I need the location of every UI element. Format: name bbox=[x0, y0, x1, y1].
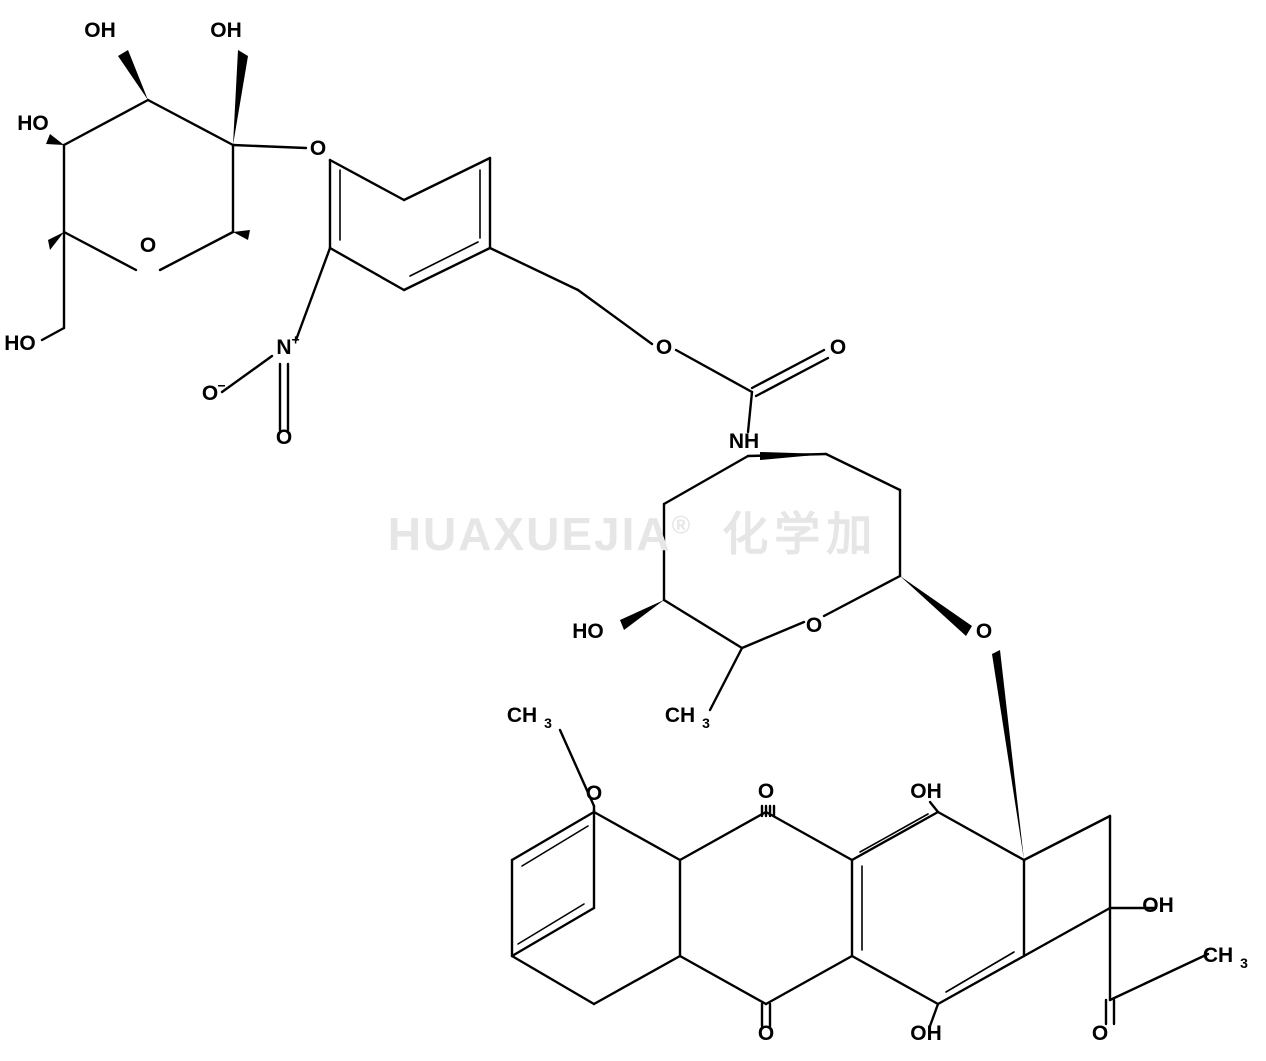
nitrophenyl-linker bbox=[222, 158, 828, 432]
atom-labels: HOOHOHHOOON+O−OOONHHOOCH3OCH3OOOHOOHOHOC… bbox=[4, 19, 1248, 1045]
atom-label-HO_dau: HO bbox=[572, 620, 604, 643]
atom-label-O_ester_l: O bbox=[656, 336, 672, 359]
atom-label-O_ring1: O bbox=[140, 234, 156, 257]
atom-label-O_q_top: O bbox=[758, 780, 774, 803]
atom-label-N_plus: N bbox=[276, 336, 291, 359]
atom-label-CH3_ac-sub: 3 bbox=[1240, 955, 1248, 971]
atom-label-OH_t1: OH bbox=[84, 19, 116, 42]
atom-label-O_link1: O bbox=[310, 137, 326, 160]
atom-label-O_ac: O bbox=[1092, 1022, 1108, 1045]
anthracycline-core bbox=[512, 650, 1208, 1026]
sugar-ring bbox=[42, 50, 306, 340]
molecule-diagram: HOOHOHHOOON+O−OOONHHOOCH3OCH3OOOHOOHOHOC… bbox=[0, 0, 1266, 1061]
atom-label-CH3_ome-sub: 3 bbox=[544, 715, 552, 731]
atom-label-CH3_dau-sub: 3 bbox=[702, 715, 710, 731]
atom-label-NH: NH bbox=[729, 430, 759, 453]
atom-label-CH3_dau: CH bbox=[665, 704, 695, 727]
atom-label-HO_t2: HO bbox=[4, 332, 36, 355]
atom-label-OH_ph1: OH bbox=[910, 780, 942, 803]
atom-label-CH3_ac: CH bbox=[1203, 944, 1233, 967]
daunosamine-ring bbox=[620, 452, 972, 710]
atom-label-O_cdo: O bbox=[830, 336, 846, 359]
atom-label-O_glyc: O bbox=[976, 620, 992, 643]
atom-label-O_ome: O bbox=[586, 782, 602, 805]
atom-label-O_no2: O bbox=[276, 426, 292, 449]
atom-label-O_q_bot: O bbox=[758, 1022, 774, 1045]
atom-label-CH3_ome: CH bbox=[507, 704, 537, 727]
atom-label-O_minus: O bbox=[202, 382, 218, 405]
atom-label-OH_tert: OH bbox=[1142, 894, 1174, 917]
atom-label-OH_t2: OH bbox=[210, 19, 242, 42]
atom-label-O_dau_ring: O bbox=[806, 614, 822, 637]
atom-label-N_plus-charge: + bbox=[291, 332, 299, 348]
atom-label-OH_ph2: OH bbox=[910, 1022, 942, 1045]
atom-label-O_minus-charge: − bbox=[217, 378, 225, 394]
atom-label-HO_t1: HO bbox=[17, 112, 49, 135]
